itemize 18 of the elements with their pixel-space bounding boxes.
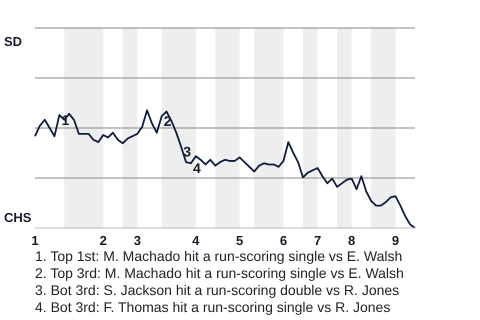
annotation: 3 (183, 144, 192, 160)
x-tick-label: 6 (280, 233, 288, 248)
x-tick-label: 7 (314, 233, 322, 248)
annotation: 2 (164, 112, 172, 129)
text: 3. Bot 3rd: S. Jackson hit a run-scoring double vs R. Jones (35, 282, 400, 299)
text: 2. Top 3rd: M. Machado hit a run-scoring single vs E. Walsh (35, 265, 404, 282)
x-tick-label: 4 (192, 233, 200, 248)
text: CHS (4, 210, 32, 225)
x-tick-label: 3 (134, 233, 141, 248)
x-tick-label: 5 (236, 233, 244, 248)
annotation: 4 (193, 160, 201, 176)
x-tick-label: 1 (31, 233, 39, 248)
x-tick-label: 9 (392, 233, 400, 248)
x-tick-label: 2 (100, 233, 107, 248)
text: 4. Bot 3rd: F. Thomas hit a run-scoring single vs R. Jones (35, 299, 392, 316)
x-tick-label: 8 (348, 233, 356, 248)
text: SD (4, 34, 22, 49)
text: 1. Top 1st: M. Machado hit a run-scoring single vs E. Walsh (35, 248, 404, 265)
